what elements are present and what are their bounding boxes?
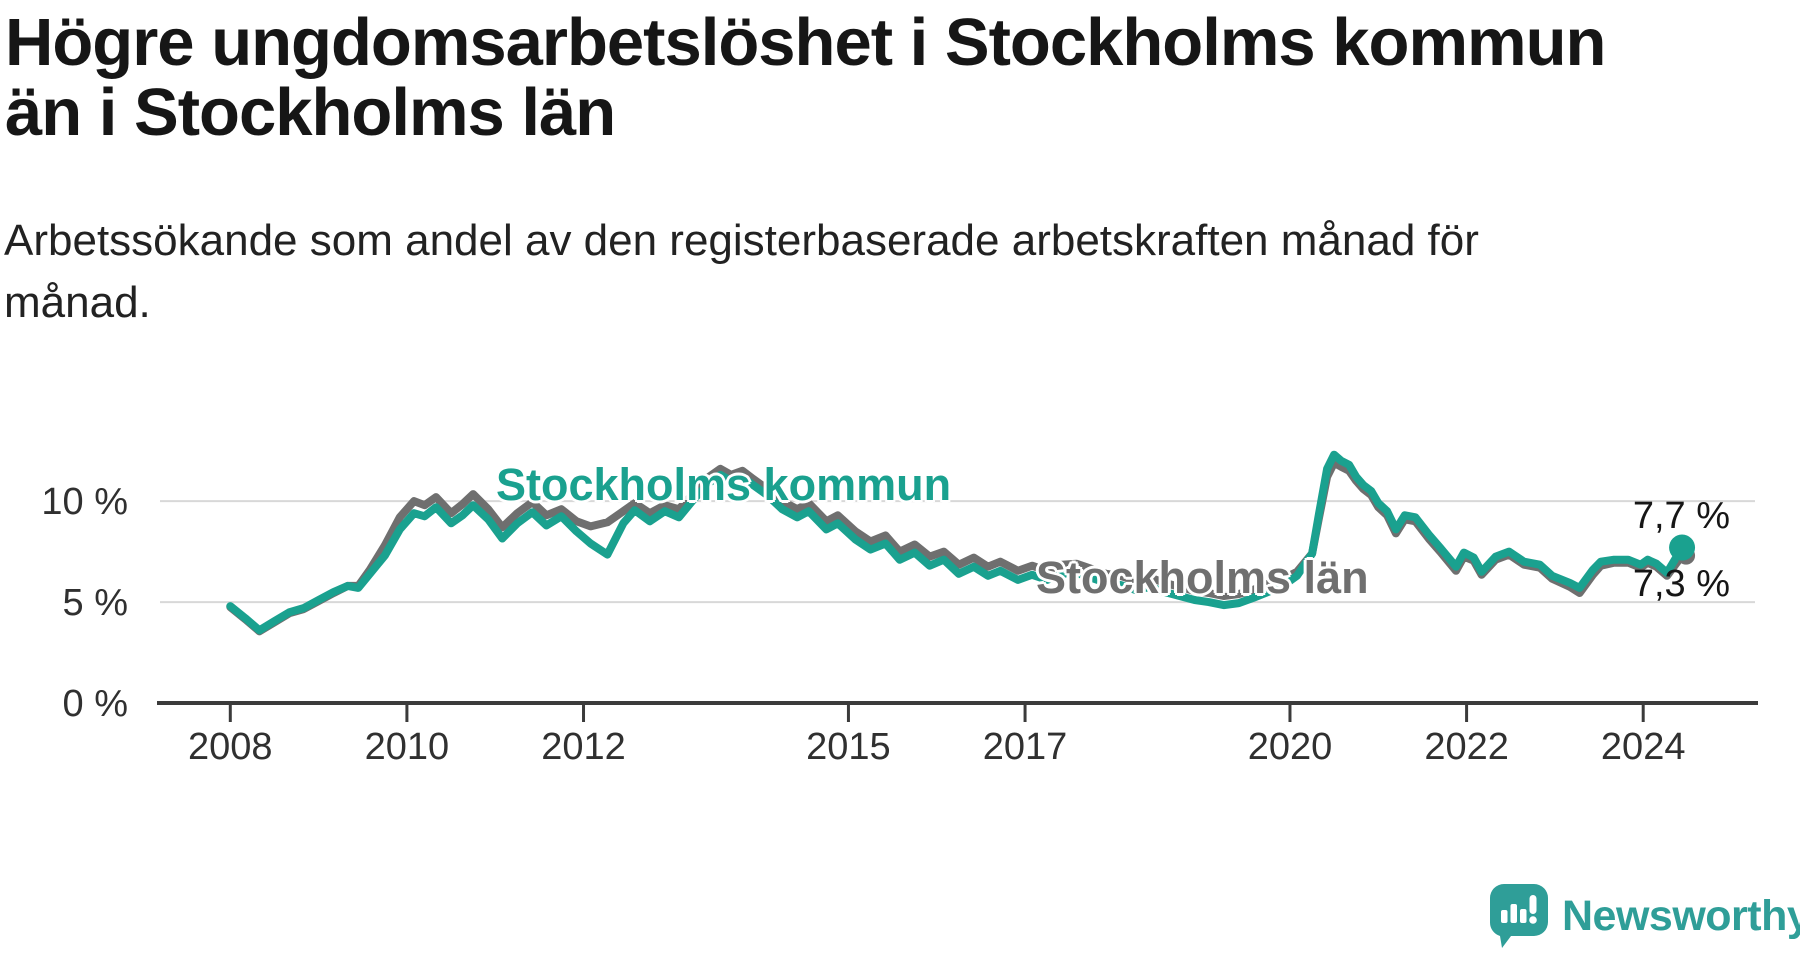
end-point-dot-stockholms-kommun: [1669, 534, 1696, 561]
newsworthy-speech-bubble-bar-chart-icon: [1489, 884, 1548, 953]
page-title: Högre ungdomsarbetslöshet i Stockholms k…: [5, 5, 1606, 150]
series-label-stockholms-kommun: Stockholms kommun: [496, 459, 952, 510]
x-axis-label-2024: 2024: [1601, 726, 1686, 768]
chart-subtitle-line2: månad.: [4, 278, 151, 327]
y-axis-label-5pct: 5 %: [63, 582, 128, 624]
y-axis-label-10pct: 10 %: [41, 481, 128, 523]
chart-subtitle: Arbetssökande som andel av den registerb…: [4, 210, 1479, 334]
newsworthy-logo[interactable]: Newsworthy: [1489, 884, 1800, 948]
x-axis-label-2020: 2020: [1248, 726, 1333, 768]
newsworthy-wordmark: Newsworthy: [1562, 892, 1800, 940]
x-axis-label-2012: 2012: [541, 726, 626, 768]
x-axis-label-2008: 2008: [188, 726, 273, 768]
end-value-label-stockholms-kommun: 7,7 %: [1632, 495, 1730, 537]
series-line-stockholms-l-n: [226, 458, 1687, 636]
x-axis-label-2015: 2015: [806, 726, 891, 768]
page-title-line2: än i Stockholms län: [5, 75, 616, 150]
end-value-label-stockholms-lan: 7,3 %: [1632, 563, 1730, 605]
x-axis-label-2017: 2017: [983, 726, 1068, 768]
y-axis-label-0pct: 0 %: [63, 683, 128, 725]
chart-subtitle-line1: Arbetssökande som andel av den registerb…: [4, 216, 1479, 265]
series-label-stockholms-lan: Stockholms län: [1036, 552, 1369, 603]
page-title-line1: Högre ungdomsarbetslöshet i Stockholms k…: [5, 5, 1606, 80]
x-axis-label-2010: 2010: [365, 726, 450, 768]
series-line-stockholms-kommun: [226, 450, 1687, 635]
x-axis-label-2022: 2022: [1424, 726, 1509, 768]
